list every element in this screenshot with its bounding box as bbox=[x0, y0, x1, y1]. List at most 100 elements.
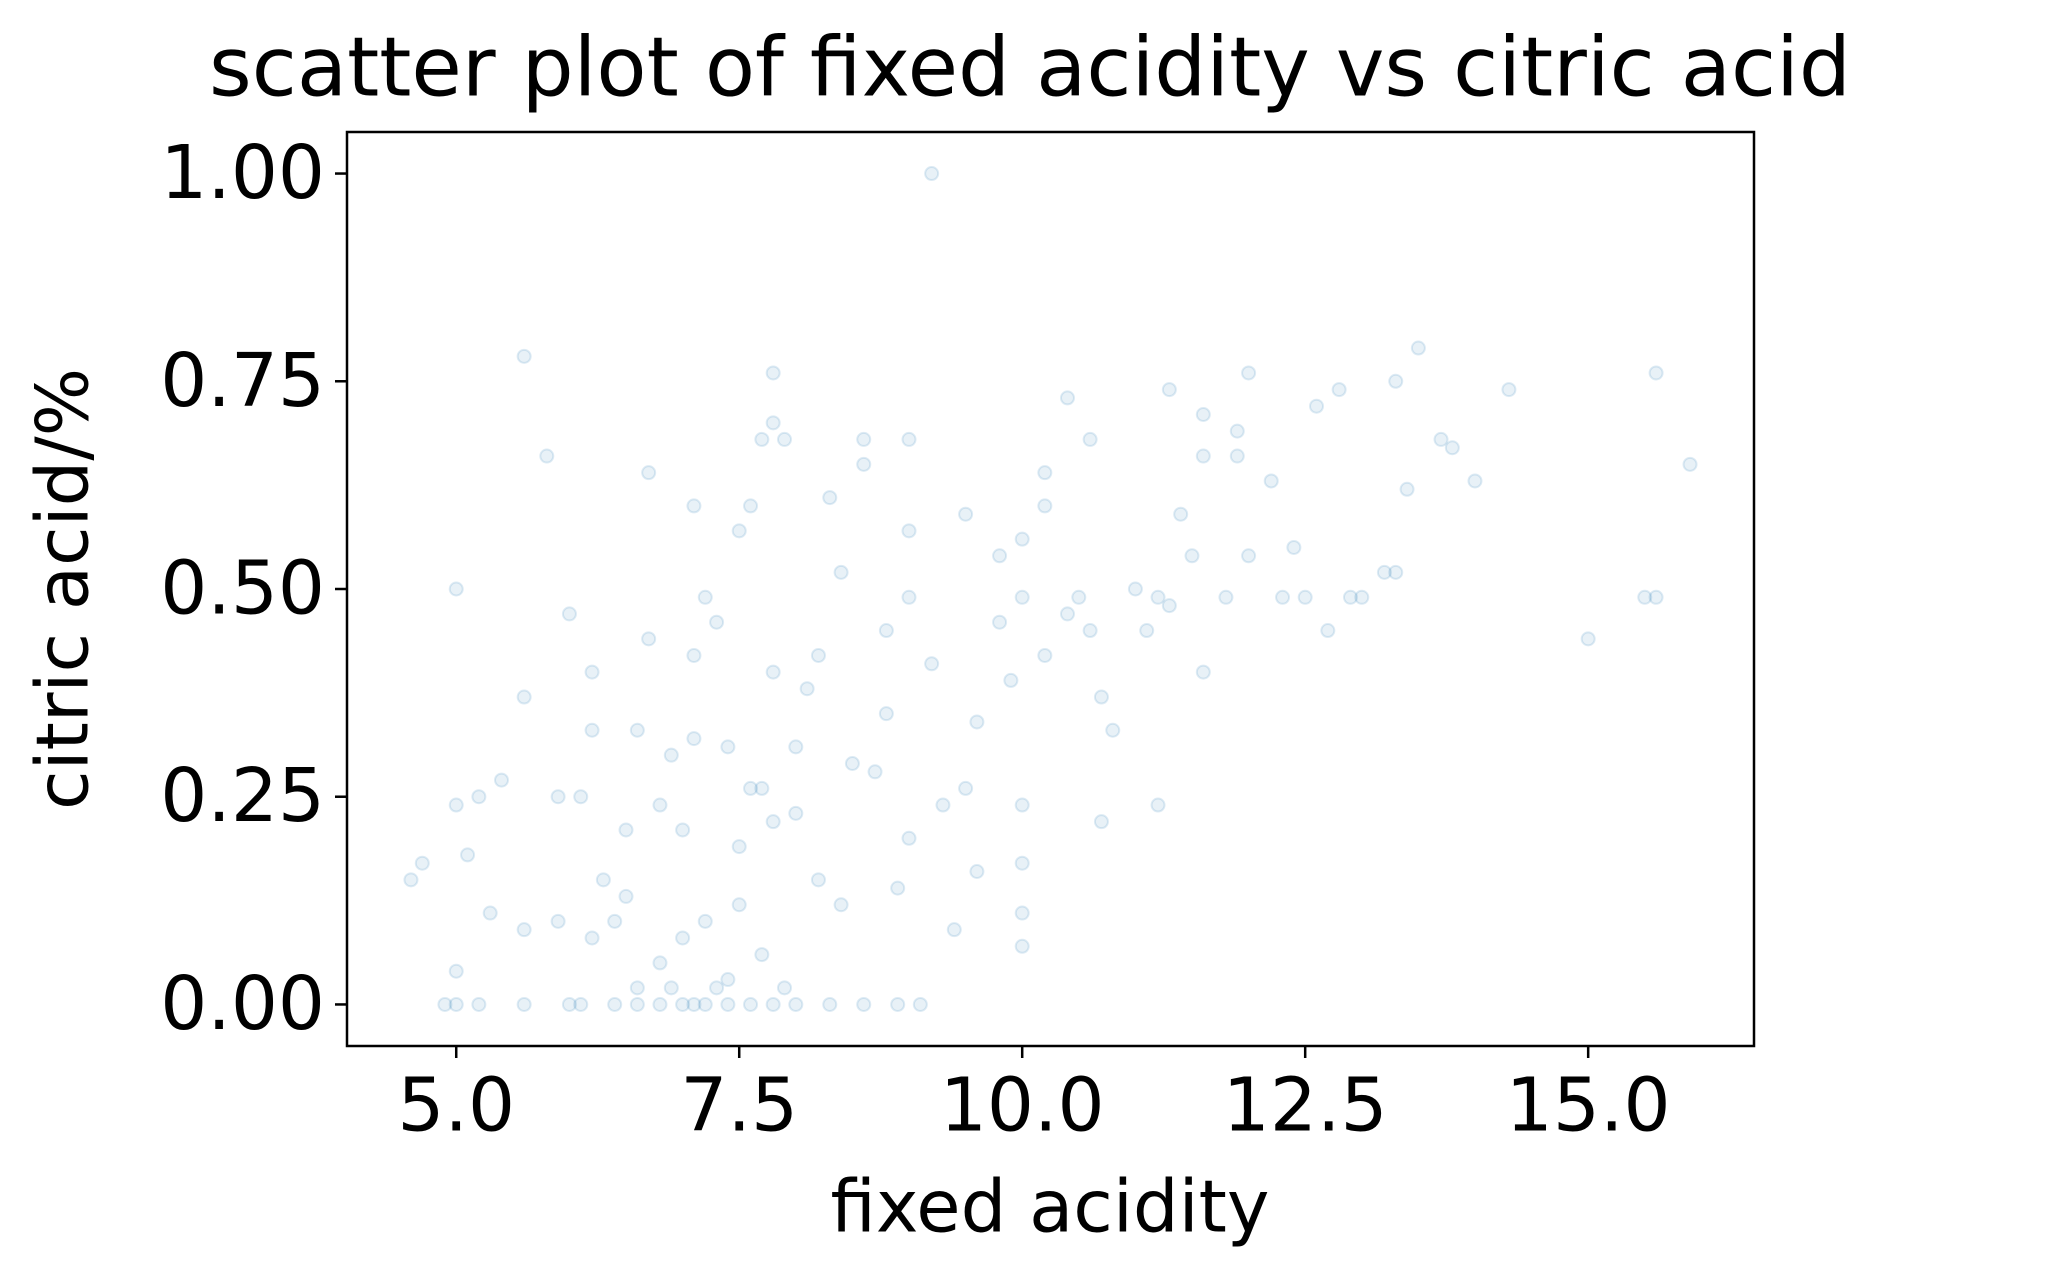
scatter-point bbox=[833, 564, 849, 580]
scatter-point bbox=[1309, 398, 1325, 414]
scatter-point bbox=[992, 548, 1008, 564]
scatter-point bbox=[550, 789, 566, 805]
scatter-point bbox=[754, 431, 770, 447]
scatter-point bbox=[629, 722, 645, 738]
scatter-point bbox=[1082, 431, 1098, 447]
scatter-point bbox=[731, 839, 747, 855]
scatter-point bbox=[810, 872, 826, 888]
scatter-point bbox=[675, 930, 691, 946]
scatter-point bbox=[1637, 589, 1653, 605]
scatter-point bbox=[1354, 589, 1370, 605]
scatter-point bbox=[1059, 390, 1075, 406]
scatter-point bbox=[867, 764, 883, 780]
scatter-point bbox=[878, 623, 894, 639]
scatter-point bbox=[561, 606, 577, 622]
scatter-point bbox=[1161, 382, 1177, 398]
scatter-point bbox=[516, 348, 532, 364]
scatter-point bbox=[1184, 548, 1200, 564]
scatter-point bbox=[743, 996, 759, 1012]
scatter-point bbox=[924, 656, 940, 672]
scatter-point bbox=[743, 498, 759, 514]
scatter-point bbox=[754, 947, 770, 963]
scatter-point bbox=[709, 614, 725, 630]
scatter-point bbox=[1229, 423, 1245, 439]
scatter-point bbox=[992, 614, 1008, 630]
chart-title: scatter plot of fixed acidity vs citric … bbox=[209, 20, 1851, 115]
scatter-point bbox=[618, 888, 634, 904]
x-tick-label: 15.0 bbox=[1506, 1063, 1671, 1149]
scatter-point bbox=[946, 922, 962, 938]
scatter-point bbox=[765, 664, 781, 680]
scatter-point bbox=[460, 847, 476, 863]
scatter-point bbox=[1093, 814, 1109, 830]
scatter-point bbox=[1139, 623, 1155, 639]
scatter-point bbox=[1195, 407, 1211, 423]
scatter-point bbox=[765, 996, 781, 1012]
scatter-point bbox=[1263, 473, 1279, 489]
scatter-point bbox=[482, 905, 498, 921]
scatter-point bbox=[641, 631, 657, 647]
scatter-point bbox=[1014, 797, 1030, 813]
y-tick-label: 0.50 bbox=[160, 546, 325, 632]
scatter-point bbox=[969, 714, 985, 730]
scatter-point bbox=[822, 996, 838, 1012]
scatter-point bbox=[516, 996, 532, 1012]
scatter-point bbox=[958, 506, 974, 522]
scatter-point bbox=[652, 797, 668, 813]
scatter-point bbox=[1127, 581, 1143, 597]
scatter-point bbox=[414, 855, 430, 871]
scatter-point bbox=[856, 431, 872, 447]
scatter-point bbox=[573, 996, 589, 1012]
y-axis-label: citric acid/% bbox=[21, 368, 105, 810]
scatter-point bbox=[720, 996, 736, 1012]
scatter-point bbox=[697, 589, 713, 605]
scatter-point bbox=[1161, 598, 1177, 614]
scatter-point bbox=[1286, 539, 1302, 555]
scatter-point bbox=[1501, 382, 1517, 398]
scatter-point bbox=[776, 431, 792, 447]
scatter-point bbox=[1150, 589, 1166, 605]
scatter-point bbox=[901, 830, 917, 846]
scatter-point bbox=[1444, 440, 1460, 456]
x-axis-label: fixed acidity bbox=[831, 1165, 1270, 1249]
scatter-point bbox=[1003, 672, 1019, 688]
scatter-point bbox=[663, 980, 679, 996]
y-tick-label: 0.75 bbox=[160, 338, 325, 424]
scatter-point bbox=[890, 996, 906, 1012]
scatter-point bbox=[709, 980, 725, 996]
scatter-point bbox=[561, 996, 577, 1012]
x-tick-label: 7.5 bbox=[680, 1063, 798, 1149]
scatter-point bbox=[471, 996, 487, 1012]
scatter-point bbox=[686, 731, 702, 747]
scatter-point bbox=[1580, 631, 1596, 647]
scatter-point bbox=[686, 996, 702, 1012]
scatter-point bbox=[403, 872, 419, 888]
scatter-point bbox=[1014, 531, 1030, 547]
x-tick-label: 10.0 bbox=[940, 1063, 1105, 1149]
scatter-point bbox=[788, 739, 804, 755]
scatter-point bbox=[1093, 689, 1109, 705]
scatter-point bbox=[765, 365, 781, 381]
scatter-point bbox=[584, 664, 600, 680]
scatter-point bbox=[1037, 647, 1053, 663]
scatter-point bbox=[844, 755, 860, 771]
scatter-point bbox=[539, 448, 555, 464]
scatter-point bbox=[743, 780, 759, 796]
scatter-point bbox=[1014, 589, 1030, 605]
scatter-point bbox=[822, 490, 838, 506]
scatter-point bbox=[697, 996, 713, 1012]
scatter-point bbox=[1241, 365, 1257, 381]
scatter-point bbox=[584, 930, 600, 946]
scatter-point bbox=[1037, 465, 1053, 481]
scatter-point bbox=[924, 166, 940, 182]
scatter-point bbox=[720, 739, 736, 755]
scatter-point bbox=[1331, 382, 1347, 398]
scatter-point bbox=[448, 963, 464, 979]
scatter-point bbox=[1320, 623, 1336, 639]
scatter-point bbox=[1071, 589, 1087, 605]
scatter-point bbox=[1376, 564, 1392, 580]
scatter-point bbox=[448, 581, 464, 597]
scatter-point bbox=[1433, 431, 1449, 447]
scatter-point bbox=[448, 996, 464, 1012]
scatter-point bbox=[935, 797, 951, 813]
